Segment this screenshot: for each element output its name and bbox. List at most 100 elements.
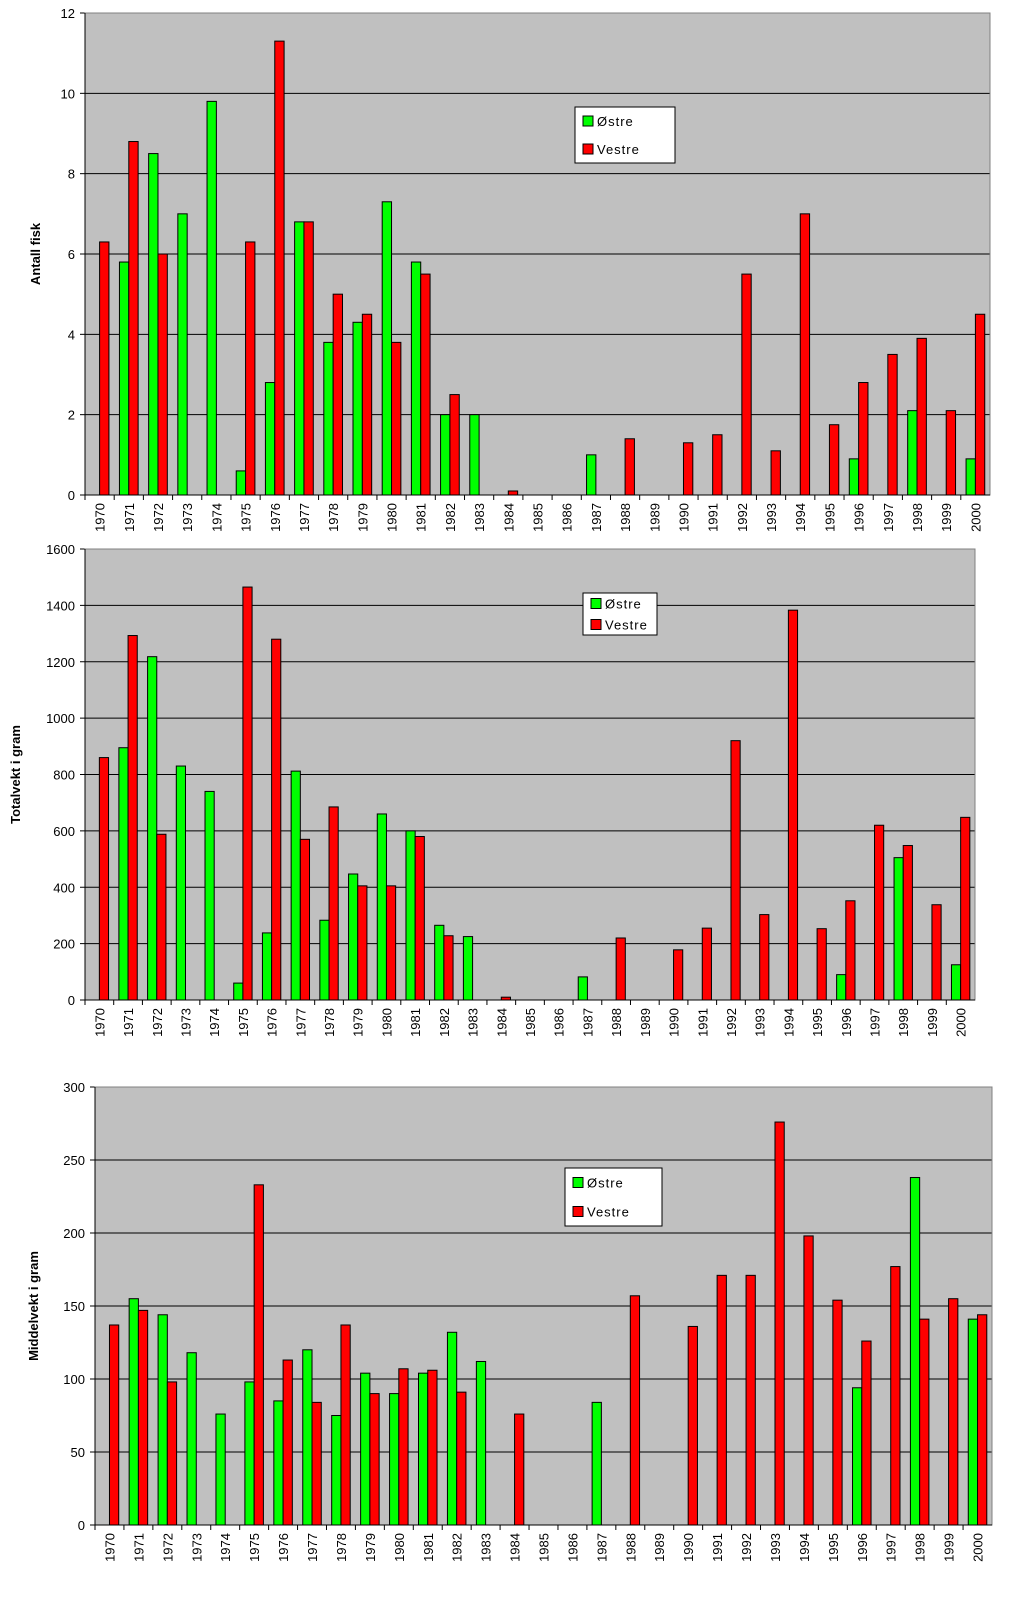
y-tick-label: 1600 <box>46 542 75 557</box>
x-tick-label: 1975 <box>239 503 254 532</box>
bar <box>852 1387 863 1526</box>
legend-label: Vestre <box>587 1205 630 1220</box>
y-tick-label: 8 <box>68 167 75 182</box>
x-tick-label: 1976 <box>276 1533 291 1562</box>
x-tick-label: 1983 <box>466 1008 481 1037</box>
bar <box>919 1318 930 1526</box>
bar <box>799 213 811 496</box>
y-tick-label: 200 <box>63 1226 85 1241</box>
bar <box>157 1314 168 1526</box>
bar <box>282 1359 293 1526</box>
x-tick-label: 1990 <box>681 1533 696 1562</box>
bar <box>360 1372 371 1526</box>
bar <box>907 410 918 496</box>
bar <box>311 1401 322 1526</box>
legend-swatch <box>572 1206 584 1217</box>
x-tick-label: 1989 <box>652 1533 667 1562</box>
bar <box>965 458 976 496</box>
x-tick-label: 1976 <box>265 1008 280 1037</box>
bar <box>591 1401 602 1526</box>
x-tick-label: 1972 <box>151 503 166 532</box>
x-tick-label: 1975 <box>247 1533 262 1562</box>
y-tick-label: 1400 <box>46 598 75 613</box>
x-tick-label: 1985 <box>523 1008 538 1037</box>
bar <box>242 586 253 1001</box>
x-tick-label: 1993 <box>753 1008 768 1037</box>
y-tick-label: 100 <box>63 1372 85 1387</box>
x-tick-label: 1991 <box>706 503 721 532</box>
x-tick-label: 1974 <box>209 503 224 532</box>
bar <box>712 434 723 496</box>
x-tick-label: 1979 <box>363 1533 378 1562</box>
legend-label: Østre <box>605 597 642 612</box>
bar <box>331 1415 342 1526</box>
x-tick-label: 1971 <box>131 1533 146 1562</box>
bar <box>977 1314 988 1526</box>
x-tick-label: 1981 <box>414 503 429 532</box>
bar <box>118 261 130 496</box>
x-tick-label: 1990 <box>667 1008 682 1037</box>
x-tick-label: 1974 <box>207 1008 222 1037</box>
bar <box>858 382 869 496</box>
bar <box>434 924 445 1001</box>
bar <box>682 442 694 496</box>
bar <box>960 816 971 1001</box>
bar <box>770 450 781 496</box>
x-tick-label: 1989 <box>638 1008 653 1037</box>
bar <box>456 1391 467 1526</box>
x-tick-label: 1982 <box>437 1008 452 1037</box>
bar <box>410 261 422 496</box>
x-tick-label: 1992 <box>735 503 750 532</box>
x-tick-label: 1980 <box>392 1533 407 1562</box>
bar <box>166 1381 178 1526</box>
y-tick-label: 0 <box>78 1518 85 1533</box>
bar <box>235 470 247 496</box>
bar <box>156 833 167 1001</box>
bar <box>514 1413 525 1526</box>
bar <box>629 1295 641 1526</box>
bar <box>861 1340 872 1526</box>
bar <box>730 740 741 1001</box>
x-tick-label: 1971 <box>122 503 137 532</box>
x-tick-label: 1999 <box>939 503 954 532</box>
x-tick-label: 1988 <box>623 1533 638 1562</box>
bar <box>974 313 986 496</box>
bar <box>175 765 186 1001</box>
bar <box>273 1400 284 1526</box>
bar <box>446 1331 458 1526</box>
bar <box>294 221 305 496</box>
y-tick-label: 4 <box>68 327 75 342</box>
bar <box>440 414 451 496</box>
bar <box>261 932 273 1001</box>
legend-label: Vestre <box>597 142 640 157</box>
x-tick-label: 1987 <box>594 1533 609 1562</box>
bar <box>118 747 129 1001</box>
bar <box>716 1274 727 1526</box>
x-tick-label: 1982 <box>443 503 458 532</box>
x-tick-label: 1988 <box>609 1008 624 1037</box>
bar <box>233 982 244 1001</box>
bar <box>887 353 898 496</box>
y-axis-label: Antall fisk <box>28 222 43 285</box>
bar <box>398 1368 409 1526</box>
x-tick-label: 1978 <box>322 1008 337 1037</box>
bar <box>290 770 301 1001</box>
legend-swatch <box>590 598 602 609</box>
x-tick-label: 1975 <box>236 1008 251 1037</box>
y-tick-label: 2 <box>68 408 75 423</box>
x-tick-label: 1986 <box>552 1008 567 1037</box>
bar <box>586 454 597 496</box>
bar <box>449 394 460 496</box>
bar <box>215 1413 226 1526</box>
x-tick-label: 1991 <box>695 1008 710 1037</box>
x-tick-label: 1979 <box>351 1008 366 1037</box>
bar <box>385 885 397 1001</box>
x-tick-label: 1980 <box>385 503 400 532</box>
x-tick-label: 1971 <box>121 1008 136 1037</box>
x-tick-label: 2000 <box>954 1008 969 1037</box>
bar <box>405 830 416 1001</box>
x-tick-label: 1985 <box>537 1533 552 1562</box>
x-tick-label: 1989 <box>647 503 662 532</box>
bar <box>848 458 860 496</box>
